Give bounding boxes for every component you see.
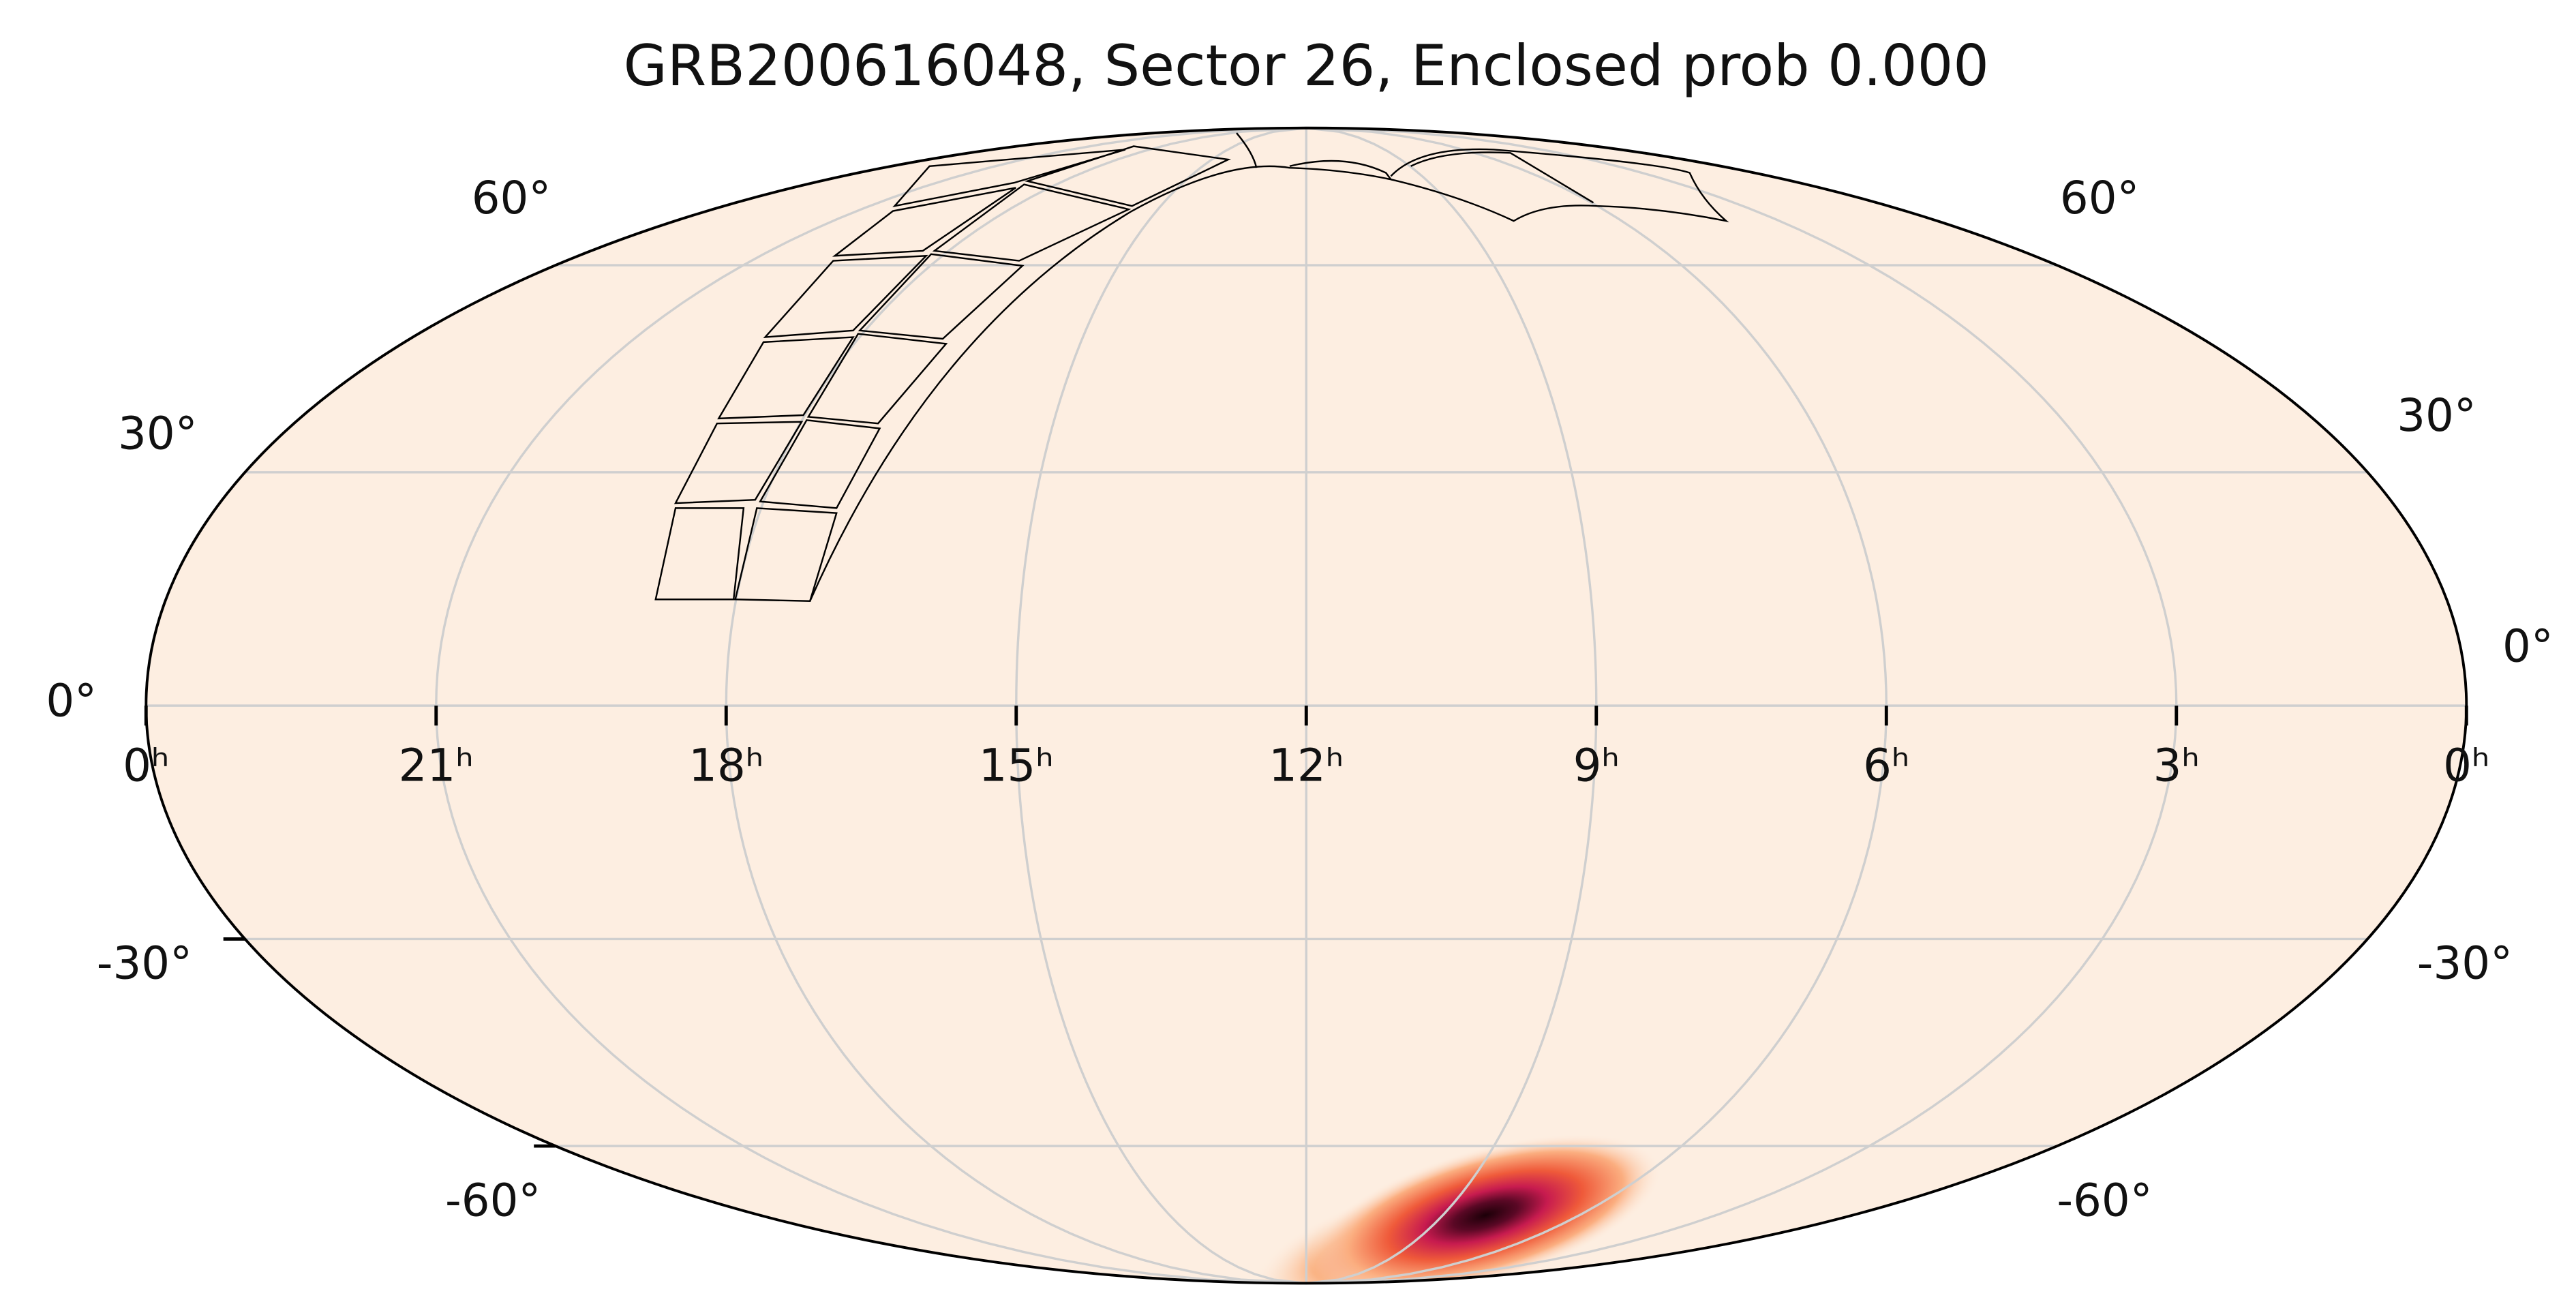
ra-tick-label: 15ʰ bbox=[979, 740, 1054, 792]
dec-tick-label: -60° bbox=[2057, 1175, 2152, 1227]
dec-tick-label: 30° bbox=[118, 408, 198, 460]
ra-tick-label: 18ʰ bbox=[688, 740, 763, 792]
dec-tick-label: -30° bbox=[2417, 937, 2513, 989]
ra-tick-label: 0ʰ bbox=[123, 740, 169, 792]
dec-tick-label: -60° bbox=[445, 1175, 541, 1227]
camera-tile bbox=[717, 333, 948, 425]
ra-tick-label: 21ʰ bbox=[399, 740, 474, 792]
dec-tick-label: 60° bbox=[472, 172, 551, 224]
camera-tile bbox=[763, 253, 1025, 340]
dec-tick-label: 30° bbox=[2397, 389, 2476, 442]
sector-footprint bbox=[654, 132, 1729, 602]
dec-tick-label: -30° bbox=[97, 937, 192, 989]
dec-tick-label: 60° bbox=[2060, 172, 2140, 224]
camera-tile bbox=[673, 419, 881, 509]
ra-tick-label: 3ʰ bbox=[2153, 740, 2200, 792]
dec-tick-label: 0° bbox=[2502, 620, 2554, 672]
ra-tick-label: 12ʰ bbox=[1269, 740, 1344, 792]
camera-tile bbox=[809, 160, 1393, 602]
ra-tick-label: 0ʰ bbox=[2443, 740, 2489, 792]
camera-tile bbox=[832, 183, 1132, 262]
ra-tick-label: 6ʰ bbox=[1863, 740, 1909, 792]
probability-heatmap bbox=[1252, 1134, 1663, 1284]
map-title: GRB200616048, Sector 26, Enclosed prob 0… bbox=[624, 33, 1989, 99]
ra-tick-label: 9ʰ bbox=[1573, 740, 1620, 792]
camera-tile bbox=[892, 145, 1231, 208]
dec-tick-label: 0° bbox=[46, 675, 97, 727]
camera-tile bbox=[654, 507, 838, 602]
camera-tile bbox=[1236, 132, 1729, 223]
heatmap-core bbox=[1309, 1134, 1663, 1284]
